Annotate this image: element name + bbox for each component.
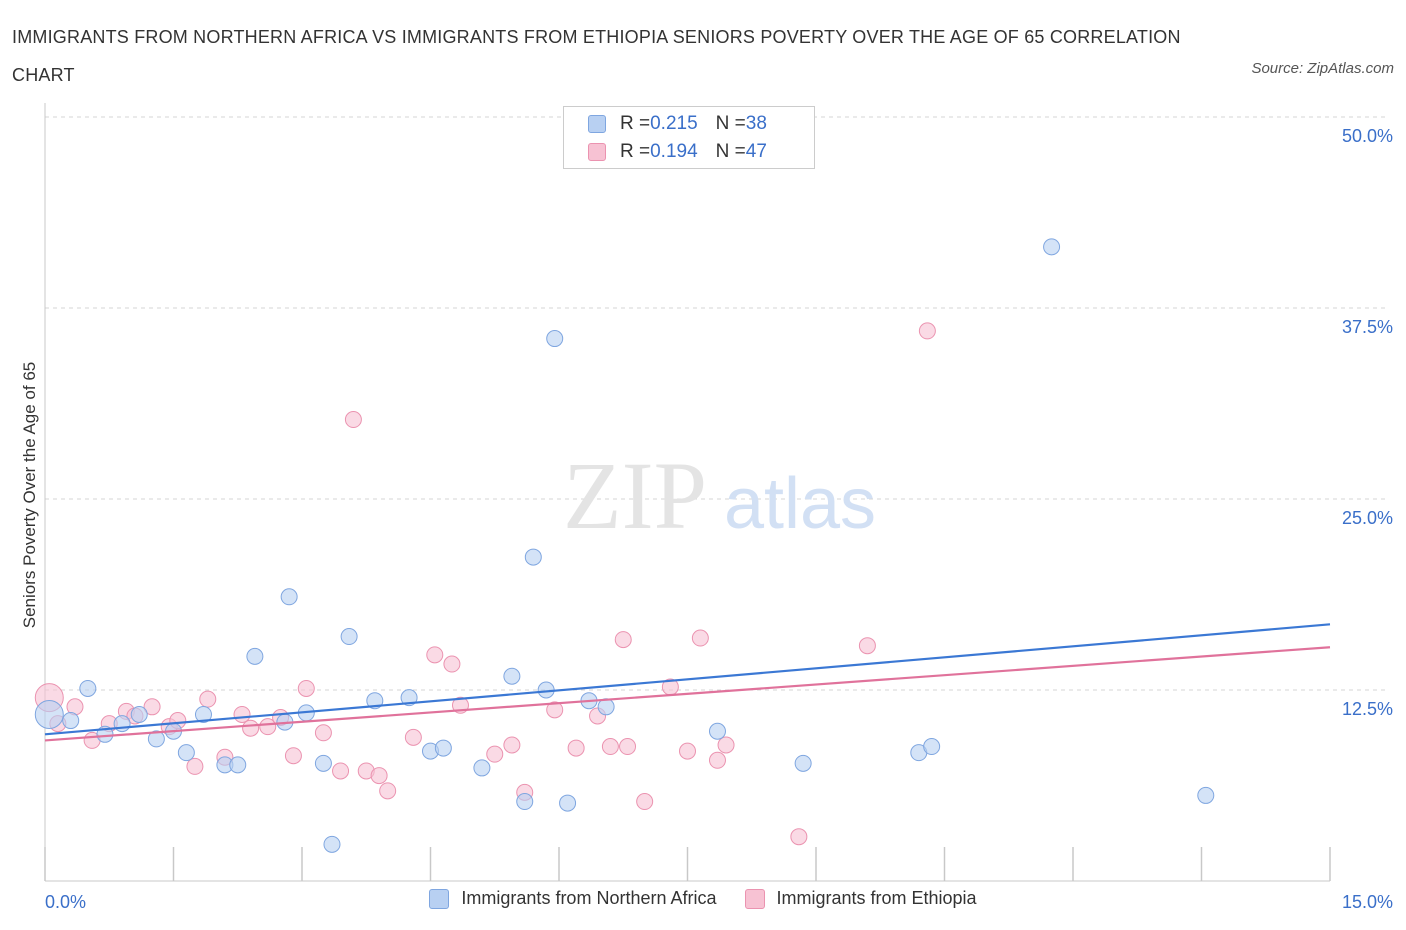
data-point <box>717 736 735 754</box>
data-point <box>918 322 936 340</box>
trend-line-ethiopia <box>44 646 1331 742</box>
data-point <box>546 330 564 348</box>
trend-line-northern-africa <box>44 623 1331 736</box>
data-point <box>246 647 264 665</box>
data-point <box>1043 238 1061 256</box>
data-point <box>34 699 64 729</box>
data-point <box>233 705 251 723</box>
trend-lines <box>44 623 1331 742</box>
data-point <box>344 411 362 429</box>
data-point <box>434 739 452 757</box>
correlation-legend: R = 0.215 N = 38 R = 0.194 N = 47 <box>563 106 815 169</box>
chart-title: IMMIGRANTS FROM NORTHERN AFRICA VS IMMIG… <box>12 27 1181 85</box>
data-point <box>340 628 358 646</box>
data-point <box>186 757 204 775</box>
data-point <box>503 736 521 754</box>
data-point <box>443 655 461 673</box>
data-point <box>62 712 80 730</box>
data-point <box>619 738 637 756</box>
series-northern-africa-points <box>34 238 1215 853</box>
data-point <box>284 747 302 765</box>
data-point <box>143 698 161 716</box>
data-point <box>259 718 277 736</box>
data-point <box>546 701 564 719</box>
n-value: 38 <box>745 113 767 134</box>
r-value: 0.215 <box>650 113 698 134</box>
data-point <box>601 738 619 756</box>
data-point <box>147 730 165 748</box>
legend-row-ethiopia: R = 0.194 N = 47 <box>588 138 767 166</box>
x-tick-label: 15.0% <box>1342 892 1393 912</box>
data-point <box>567 739 585 757</box>
data-point <box>379 782 397 800</box>
y-tick-label: 12.5% <box>1342 699 1393 719</box>
data-point <box>614 631 632 649</box>
pink-swatch <box>744 888 765 909</box>
data-point <box>323 835 341 853</box>
y-tick-label: 50.0% <box>1342 126 1393 146</box>
data-point <box>503 667 521 685</box>
x-tick-label: 0.0% <box>45 892 86 912</box>
blue-swatch <box>429 888 450 909</box>
data-point <box>679 742 696 760</box>
gridlines <box>45 116 1385 691</box>
data-point <box>559 794 577 812</box>
data-point <box>297 679 315 697</box>
data-point <box>486 745 504 763</box>
data-point <box>400 689 418 707</box>
data-point <box>923 738 941 756</box>
data-point <box>691 629 709 647</box>
data-point <box>404 728 422 746</box>
n-value: 47 <box>745 141 767 162</box>
data-point <box>229 756 247 774</box>
data-point <box>790 828 808 846</box>
data-point <box>314 754 332 772</box>
n-label: N = <box>715 141 746 162</box>
data-point <box>794 754 812 772</box>
data-point <box>426 646 444 664</box>
watermark-zip: ZIP <box>563 442 707 549</box>
r-label: R = <box>620 141 651 162</box>
data-point <box>516 793 534 811</box>
axes <box>44 103 1331 882</box>
data-point <box>130 705 148 723</box>
legend-row-northern-africa: R = 0.215 N = 38 <box>588 110 767 138</box>
series-legend: Immigrants from Northern Africa Immigran… <box>0 888 1406 909</box>
data-point <box>370 767 388 785</box>
legend-label: Immigrants from Northern Africa <box>461 888 717 908</box>
n-label: N = <box>715 113 746 134</box>
data-point <box>332 762 350 780</box>
legend-label: Immigrants from Ethiopia <box>776 888 977 908</box>
legend-item-northern-africa[interactable]: Immigrants from Northern Africa <box>429 888 717 909</box>
data-point <box>1197 786 1215 804</box>
data-point <box>199 690 217 708</box>
chart-source: Source: ZipAtlas.com <box>1251 60 1394 77</box>
y-tick-label: 37.5% <box>1342 317 1393 337</box>
r-label: R = <box>620 113 651 134</box>
tick-labels: 12.5% 25.0% 37.5% 50.0% 0.0% 15.0% <box>45 126 1393 912</box>
data-point <box>473 759 491 777</box>
legend-item-ethiopia[interactable]: Immigrants from Ethiopia <box>744 888 977 909</box>
y-tick-label: 25.0% <box>1342 508 1393 528</box>
data-point <box>280 588 298 606</box>
data-point <box>177 744 195 762</box>
pink-swatch <box>588 143 606 161</box>
watermark-atlas: atlas <box>724 464 876 544</box>
data-point <box>314 724 332 742</box>
blue-swatch <box>588 115 606 133</box>
r-value: 0.194 <box>650 141 698 162</box>
data-point <box>79 679 97 697</box>
data-point <box>708 722 726 740</box>
data-point <box>524 548 542 566</box>
data-point <box>636 793 654 811</box>
data-point <box>194 705 212 723</box>
data-point <box>242 719 260 737</box>
data-point <box>858 637 876 655</box>
data-point <box>708 751 726 769</box>
